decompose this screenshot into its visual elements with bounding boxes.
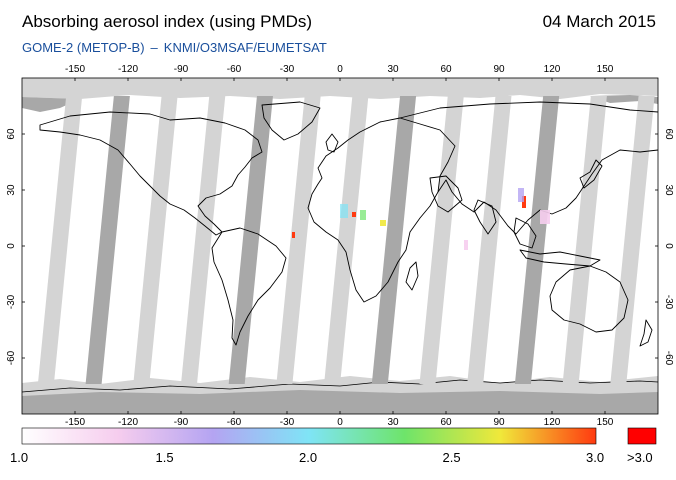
subtitle-separator: – [150,40,158,55]
asia-coast [399,101,658,235]
lat-tick-label-right: 30 [663,184,674,196]
data-credit: KNMI/O3MSAF/EUMETSAT [163,40,327,55]
lon-tick-label-bottom: 90 [493,417,505,428]
north-polar-no-data [22,78,658,99]
legend-label: 1.5 [155,450,174,465]
lon-tick-label-top: -90 [174,64,189,75]
indonesia-coast [519,249,601,267]
lat-tick-label-left: 30 [6,184,17,196]
legend-overflow-swatch [627,427,657,445]
orbit-gap [610,96,655,384]
aerosol-hotspot-africa [352,212,356,217]
southeast-asia-coast [513,217,537,249]
lon-tick-label-bottom: 0 [337,417,343,428]
lon-tick-label-bottom: -90 [174,417,189,428]
orbit-gap [467,96,512,384]
aerosol-patch-southeast-asia [540,210,550,224]
greenland-coast [261,101,321,141]
lat-tick-label-right: 0 [663,243,674,249]
legend-label: 2.5 [442,450,461,465]
lat-tick-label-right: -30 [663,295,674,310]
lon-tick-label-bottom: 60 [440,417,452,428]
lon-tick-label-bottom: 30 [387,417,399,428]
aerosol-patch-atlantic [380,220,386,226]
orbit-gap [514,96,560,384]
subtitle: GOME-2 (METOP-B) – KNMI/O3MSAF/EUMETSAT [22,40,327,55]
aerosol-patch-china [518,188,524,202]
title: Absorbing aerosol index (using PMDs) [22,12,313,31]
aerosol-patch-sahel [360,210,366,220]
lon-tick-label-bottom: 150 [597,417,614,428]
lon-tick-label-top: -120 [118,64,138,75]
lat-tick-label-left: -30 [6,294,17,309]
lon-tick-label-bottom: -60 [227,417,242,428]
legend-label: 2.0 [299,450,318,465]
lat-tick-label-left: 0 [6,243,17,249]
south-america-coast [211,227,287,346]
date: 04 March 2015 [542,12,656,31]
orbit-gap [371,96,417,384]
lon-tick-label-bottom: -120 [118,417,138,428]
orbit-gap [276,96,321,384]
orbit-gap [37,96,83,384]
aerosol-signals [292,188,550,250]
aerosol-patch-india [464,240,468,250]
uk-coast [325,133,339,153]
axis-ticks: -150 -150 -120 -120 -90 -90 -60 -60 -30 -30 0 0 30 30… [6,64,674,428]
lon-tick-label-top: 90 [493,64,505,75]
lon-tick-label-bottom: -30 [280,417,295,428]
orbit-gap [419,96,464,384]
lon-tick-label-top: -150 [65,64,85,75]
legend-label: 1.0 [10,450,29,465]
aerosol-hotspot-west-africa [292,232,295,238]
new-zealand-coast [639,319,653,347]
orbit-gap [181,96,226,384]
legend-colorbar [21,427,597,445]
lon-tick-label-top: -60 [227,64,242,75]
instrument-name: GOME-2 (METOP-B) [22,40,145,55]
orbit-gap [228,96,273,384]
lat-tick-label-left: 60 [6,128,17,140]
arabia-coast [429,175,463,213]
aerosol-patch-africa [340,204,348,218]
map-area [22,78,658,414]
lat-tick-label-left: -60 [6,350,17,365]
lon-tick-label-top: 120 [544,64,561,75]
lon-tick-label-top: 0 [337,64,343,75]
australia-coast [549,265,629,333]
orbit-gap [85,96,130,384]
lon-tick-label-top: -30 [280,64,295,75]
lon-tick-label-bottom: 120 [544,417,561,428]
lon-tick-label-top: 150 [597,64,614,75]
coastlines [39,101,658,347]
europe-africa-coast [307,117,456,303]
south-polar-swath [22,390,658,414]
japan-coast [579,159,603,189]
lat-tick-label-right: 60 [663,128,674,140]
lat-tick-label-right: -60 [663,351,674,366]
madagascar-coast [405,261,419,291]
legend-overflow-label: >3.0 [627,450,653,465]
lon-tick-label-top: 30 [387,64,399,75]
north-america-coast [39,111,263,236]
orbit-gap [324,96,369,384]
lon-tick-label-top: 60 [440,64,452,75]
orbit-gap [133,96,178,384]
lon-tick-label-bottom: -150 [65,417,85,428]
india-coast [473,199,497,235]
legend-label: 3.0 [586,450,605,465]
